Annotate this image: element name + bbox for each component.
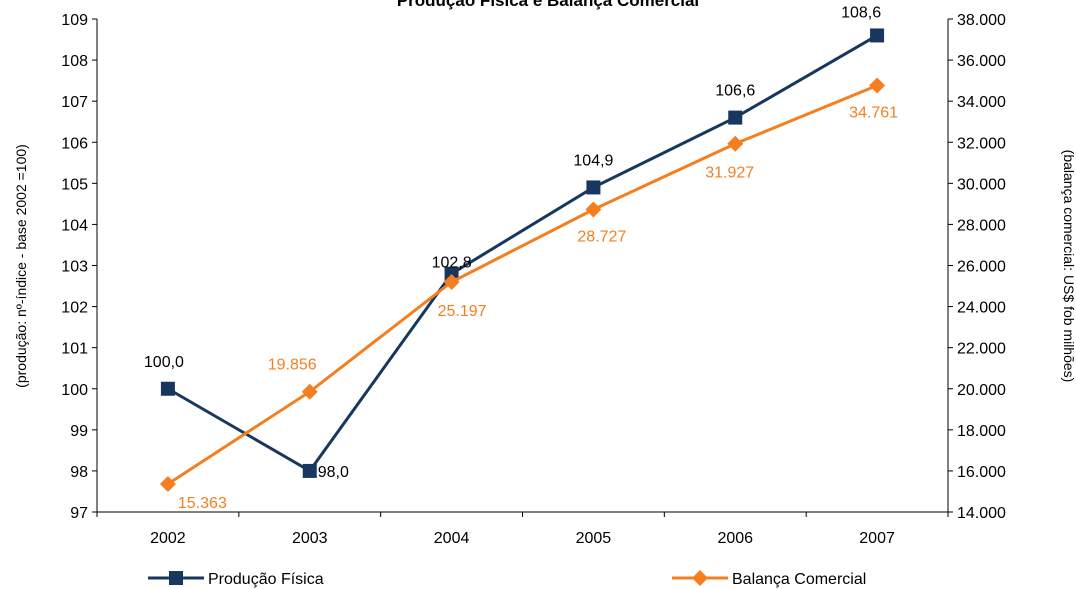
data-label: 25.197 [438, 303, 487, 320]
right-tick-label: 36.000 [957, 53, 1006, 70]
data-point [586, 180, 601, 195]
right-tick-label: 32.000 [957, 135, 1006, 152]
series-producao-fisica: 100,0 98,0 102,8 104,9 106,6 108,6 [144, 4, 885, 481]
right-tick-label: 30.000 [957, 176, 1006, 193]
x-tick-label: 2002 [150, 530, 186, 547]
data-point [727, 135, 744, 152]
data-point [585, 201, 602, 218]
data-point [302, 463, 317, 478]
right-tick-label: 18.000 [957, 423, 1006, 440]
right-tick-label: 22.000 [957, 341, 1006, 358]
series-line [167, 84, 878, 486]
x-tick-label: 2006 [717, 530, 753, 547]
data-point [160, 381, 175, 396]
right-tick-label: 28.000 [957, 217, 1006, 234]
data-label: 28.727 [577, 228, 626, 245]
legend-marker [692, 570, 708, 586]
data-label: 108,6 [841, 4, 881, 21]
series-layer: 100,0 98,0 102,8 104,9 106,6 108,6 15.363 19.85… [144, 4, 898, 512]
left-tick-label: 97 [70, 505, 88, 522]
data-point [301, 383, 318, 400]
legend-item: Produção Física [148, 571, 324, 588]
right-tick-label: 26.000 [957, 259, 1006, 276]
legend-item: Balança Comercial [672, 570, 866, 588]
right-tick-label: 20.000 [957, 382, 1006, 399]
data-label: 98,0 [318, 464, 349, 481]
chart-title: Produção Física e Balança Comercial [397, 0, 699, 10]
left-tick-label: 102 [61, 300, 88, 317]
left-tick-label: 98 [70, 464, 88, 481]
right-tick-label: 14.000 [957, 505, 1006, 522]
series-line [167, 34, 878, 473]
legend-label: Balança Comercial [732, 571, 866, 588]
data-label: 15.363 [178, 495, 227, 512]
left-tick-label: 104 [61, 217, 88, 234]
data-point [870, 28, 885, 43]
left-tick-label: 108 [61, 53, 88, 70]
right-tick-label: 34.000 [957, 94, 1006, 111]
x-tick-label: 2003 [292, 530, 328, 547]
axes: 97 98 99 100 101 102 103 104 105 106 107 108 109 14.0… [61, 12, 1006, 547]
legend: Produção Física Balança Comercial [148, 570, 866, 588]
data-label: 19.856 [268, 357, 317, 374]
right-tick-label: 24.000 [957, 300, 1006, 317]
left-tick-label: 107 [61, 94, 88, 111]
x-tick-label: 2007 [859, 530, 895, 547]
left-tick-label: 100 [61, 382, 88, 399]
left-tick-label: 105 [61, 176, 88, 193]
data-label: 31.927 [705, 165, 754, 182]
left-tick-label: 109 [61, 12, 88, 29]
series-balanca-comercial: 15.363 19.856 25.197 28.727 31.927 34.761 [159, 77, 898, 512]
data-label: 106,6 [715, 83, 755, 100]
data-point [159, 476, 176, 493]
left-axis-label: (produção: nº-índice - base 2002 =100) [13, 144, 29, 388]
right-tick-label: 16.000 [957, 464, 1006, 481]
left-tick-label: 99 [70, 423, 88, 440]
legend-marker [169, 571, 183, 585]
data-label: 34.761 [849, 105, 898, 122]
legend-label: Produção Física [208, 571, 324, 588]
right-axis-label: (balança comercial: US$ fob milhões) [1061, 150, 1076, 383]
data-point [728, 110, 743, 125]
data-point [443, 273, 460, 290]
data-point [869, 77, 886, 94]
data-label: 100,0 [144, 354, 184, 371]
x-tick-label: 2004 [434, 530, 470, 547]
data-label: 104,9 [573, 152, 613, 169]
data-point [444, 266, 459, 281]
data-label: 102,8 [432, 255, 472, 272]
left-tick-label: 103 [61, 259, 88, 276]
right-tick-label: 38.000 [957, 12, 1006, 29]
left-tick-label: 106 [61, 135, 88, 152]
x-tick-label: 2005 [576, 530, 612, 547]
left-tick-label: 101 [61, 341, 88, 358]
